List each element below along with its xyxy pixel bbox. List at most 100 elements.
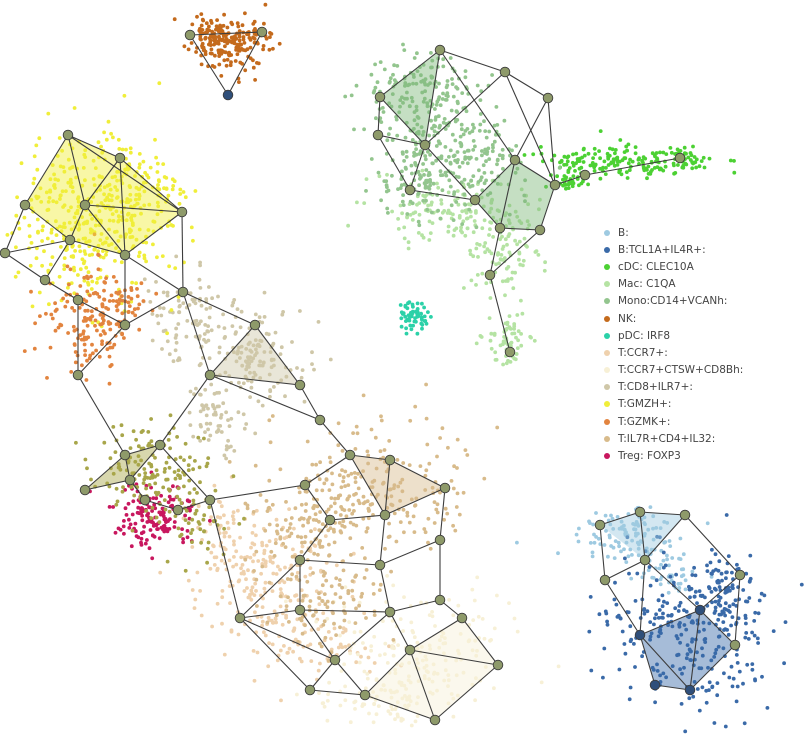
scatter-point <box>407 674 411 679</box>
scatter-point <box>618 616 623 621</box>
scatter-point <box>155 170 160 174</box>
scatter-point <box>338 513 343 517</box>
scatter-point <box>690 160 695 165</box>
scatter-point <box>168 446 173 451</box>
graph-edge <box>4 252 46 281</box>
scatter-point <box>161 485 166 490</box>
legend-swatch <box>604 384 610 391</box>
scatter-point <box>422 96 427 101</box>
scatter-point <box>605 151 610 156</box>
graph-node <box>542 92 554 104</box>
scatter-point <box>565 159 570 164</box>
graph-edge <box>599 524 606 581</box>
scatter-point <box>439 201 444 206</box>
scatter-point <box>430 221 435 226</box>
scatter-point <box>104 252 108 257</box>
scatter-point <box>175 494 180 499</box>
legend-label: T:CD8+ILR7+: <box>618 381 693 394</box>
scatter-point <box>374 712 379 717</box>
scatter-point <box>484 281 489 286</box>
scatter-point <box>414 657 419 662</box>
scatter-point <box>198 260 203 265</box>
scatter-point <box>253 431 258 436</box>
scatter-point <box>519 187 524 192</box>
scatter-point <box>390 173 394 178</box>
scatter-point <box>645 609 650 614</box>
scatter-point <box>678 640 682 645</box>
scatter-point <box>143 471 148 475</box>
scatter-point <box>646 527 651 532</box>
scatter-point <box>630 538 634 543</box>
scatter-point <box>48 345 53 350</box>
scatter-point <box>254 549 259 554</box>
scatter-point <box>478 112 483 116</box>
scatter-point <box>613 539 618 543</box>
scatter-point <box>493 350 498 355</box>
scatter-point <box>475 83 480 88</box>
scatter-point <box>154 155 159 160</box>
scatter-point <box>114 209 119 214</box>
scatter-point <box>674 572 678 577</box>
scatter-point <box>272 363 276 368</box>
scatter-point <box>69 281 74 285</box>
scatter-point <box>427 677 431 681</box>
graph-node <box>234 612 246 624</box>
scatter-point <box>233 59 238 63</box>
scatter-point <box>272 554 277 558</box>
scatter-point <box>309 628 314 632</box>
scatter-point <box>626 161 631 166</box>
scatter-point <box>341 479 346 484</box>
scatter-point <box>413 162 418 167</box>
scatter-point <box>657 630 662 634</box>
legend-item: T:GZMK+: <box>604 413 802 430</box>
scatter-point <box>373 62 377 67</box>
scatter-point <box>236 349 240 353</box>
graph-node <box>79 484 91 496</box>
scatter-point <box>652 622 656 627</box>
graph-node <box>419 139 431 151</box>
scatter-point <box>460 222 465 227</box>
scatter-point <box>474 283 478 287</box>
scatter-point <box>430 210 434 215</box>
scatter-point <box>253 581 258 586</box>
scatter-point <box>216 424 221 428</box>
scatter-point <box>745 599 750 604</box>
scatter-point <box>181 190 186 194</box>
scatter-point <box>157 81 162 86</box>
scatter-point <box>295 366 299 370</box>
scatter-point <box>139 506 144 510</box>
scatter-point <box>407 703 411 708</box>
scatter-point <box>287 620 291 624</box>
scatter-point <box>295 570 300 575</box>
scatter-point <box>208 518 212 523</box>
scatter-point <box>451 486 456 491</box>
scatter-point <box>590 161 595 165</box>
scatter-point <box>513 238 517 243</box>
scatter-point <box>505 279 510 283</box>
scatter-point <box>328 460 333 465</box>
scatter-point <box>310 462 315 467</box>
scatter-point <box>199 303 204 308</box>
scatter-point <box>165 224 170 228</box>
scatter-point <box>697 589 702 593</box>
scatter-point <box>702 627 706 632</box>
scatter-point <box>727 675 732 680</box>
scatter-point <box>475 242 479 246</box>
scatter-point <box>29 289 33 294</box>
scatter-point <box>412 635 417 640</box>
scatter-point <box>487 129 492 134</box>
scatter-point <box>313 527 317 532</box>
scatter-point <box>352 630 357 635</box>
graph-node <box>729 639 741 651</box>
scatter-point <box>420 233 424 238</box>
scatter-point <box>46 268 51 273</box>
scatter-point <box>109 131 113 136</box>
scatter-point <box>300 368 305 372</box>
scatter-point <box>667 539 672 543</box>
scatter-point <box>717 585 722 589</box>
graph-region <box>365 618 498 720</box>
scatter-point <box>323 635 328 640</box>
scatter-point <box>165 290 170 295</box>
scatter-point <box>468 252 473 257</box>
scatter-point <box>239 555 244 560</box>
